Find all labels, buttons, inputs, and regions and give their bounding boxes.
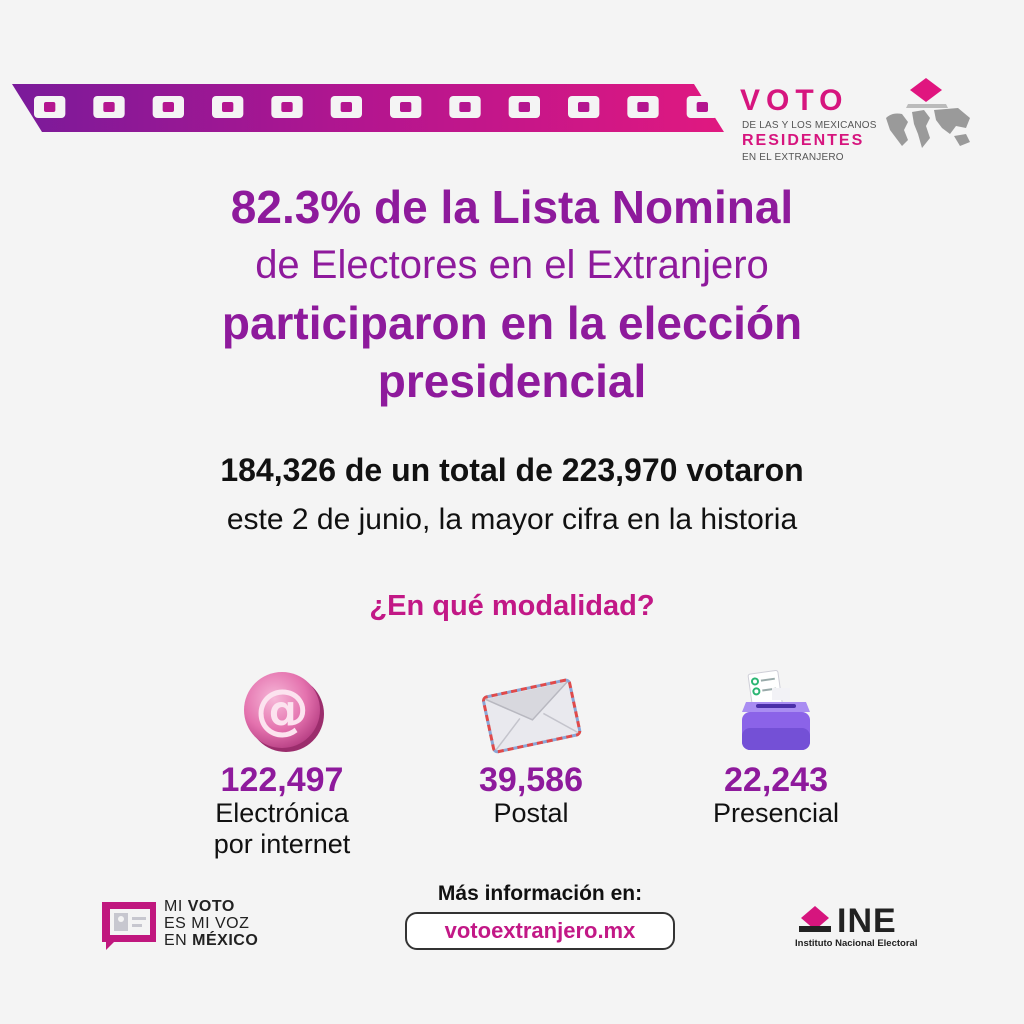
logo-word: VOTO (740, 84, 849, 117)
modality-postal: 39,586 Postal (411, 668, 651, 829)
modality-in-person: 22,243 Presencial (656, 668, 896, 829)
modality-label-line2: por internet (213, 829, 351, 859)
modality-value: 22,243 (724, 761, 828, 799)
subheadline-line-2: este 2 de junio, la mayor cifra en la hi… (226, 503, 798, 536)
logo-line2: RESIDENTES (742, 132, 865, 149)
mi-voto-logo: MI VOTO ES MI VOZ EN MÉXICO (98, 896, 308, 952)
modality-electronic: @ 122,497 Electrónica por internet (162, 668, 402, 860)
website-link[interactable]: votoextranjero.mx (405, 912, 675, 950)
band-knot (340, 102, 352, 112)
modality-label-line1: Postal (493, 798, 569, 828)
band-knot (162, 102, 174, 112)
mi-voto-badge-icon (102, 902, 156, 950)
band-knot (44, 102, 56, 112)
modality-question: ¿En qué modalidad? (369, 590, 655, 622)
ine-diamond-icon (799, 906, 831, 932)
headline-line-2: de Electores en el Extranjero (255, 243, 769, 287)
band-knot (222, 102, 234, 112)
modality-label-line1: Presencial (712, 798, 840, 828)
ine-word: INE (837, 902, 897, 940)
ine-logo: INE Instituto Nacional Electoral (795, 902, 935, 952)
headline-line-4: presidencial (377, 355, 647, 407)
band-knot (518, 102, 530, 112)
ine-subtitle: Instituto Nacional Electoral (795, 938, 918, 949)
envelope-icon (482, 678, 582, 754)
at-sign-icon: @ (244, 672, 324, 752)
band-knot (400, 102, 412, 112)
band-knot (103, 102, 115, 112)
mivoto-line1a: MI (164, 898, 188, 915)
decorative-pattern-band (12, 84, 724, 132)
ballot-box-icon (742, 669, 810, 750)
more-info-label: Más información en: (437, 882, 643, 905)
mivoto-line3b: MÉXICO (192, 932, 259, 949)
more-info: Más información en: votoextranjero.mx (400, 882, 680, 950)
mivoto-line2: ES MI VOZ (164, 915, 250, 932)
logo-line1: DE LAS Y LOS MEXICANOS (742, 120, 877, 131)
world-map-icon (886, 78, 970, 148)
headline-line-3: participaron en la elección (221, 297, 803, 349)
subheadline-line-1: 184,326 de un total de 223,970 votaron (220, 452, 804, 488)
mivoto-line1b: VOTO (187, 898, 235, 915)
band-knot (578, 102, 590, 112)
headline-line-1: 82.3% de la Lista Nominal (230, 181, 794, 233)
band-knot (637, 102, 649, 112)
modality-value: 39,586 (479, 761, 583, 799)
band-knot (696, 102, 708, 112)
svg-text:@: @ (255, 678, 309, 741)
modality-label-line1: Electrónica (215, 798, 349, 828)
band-knot (459, 102, 471, 112)
logo-line3: EN EL EXTRANJERO (742, 152, 844, 163)
modality-value: 122,497 (220, 761, 344, 799)
voto-extranjero-logo: VOTO DE LAS Y LOS MEXICANOS RESIDENTES E… (740, 78, 980, 170)
band-knot (281, 102, 293, 112)
mivoto-line3a: EN (164, 932, 193, 949)
band-strip (12, 84, 724, 132)
